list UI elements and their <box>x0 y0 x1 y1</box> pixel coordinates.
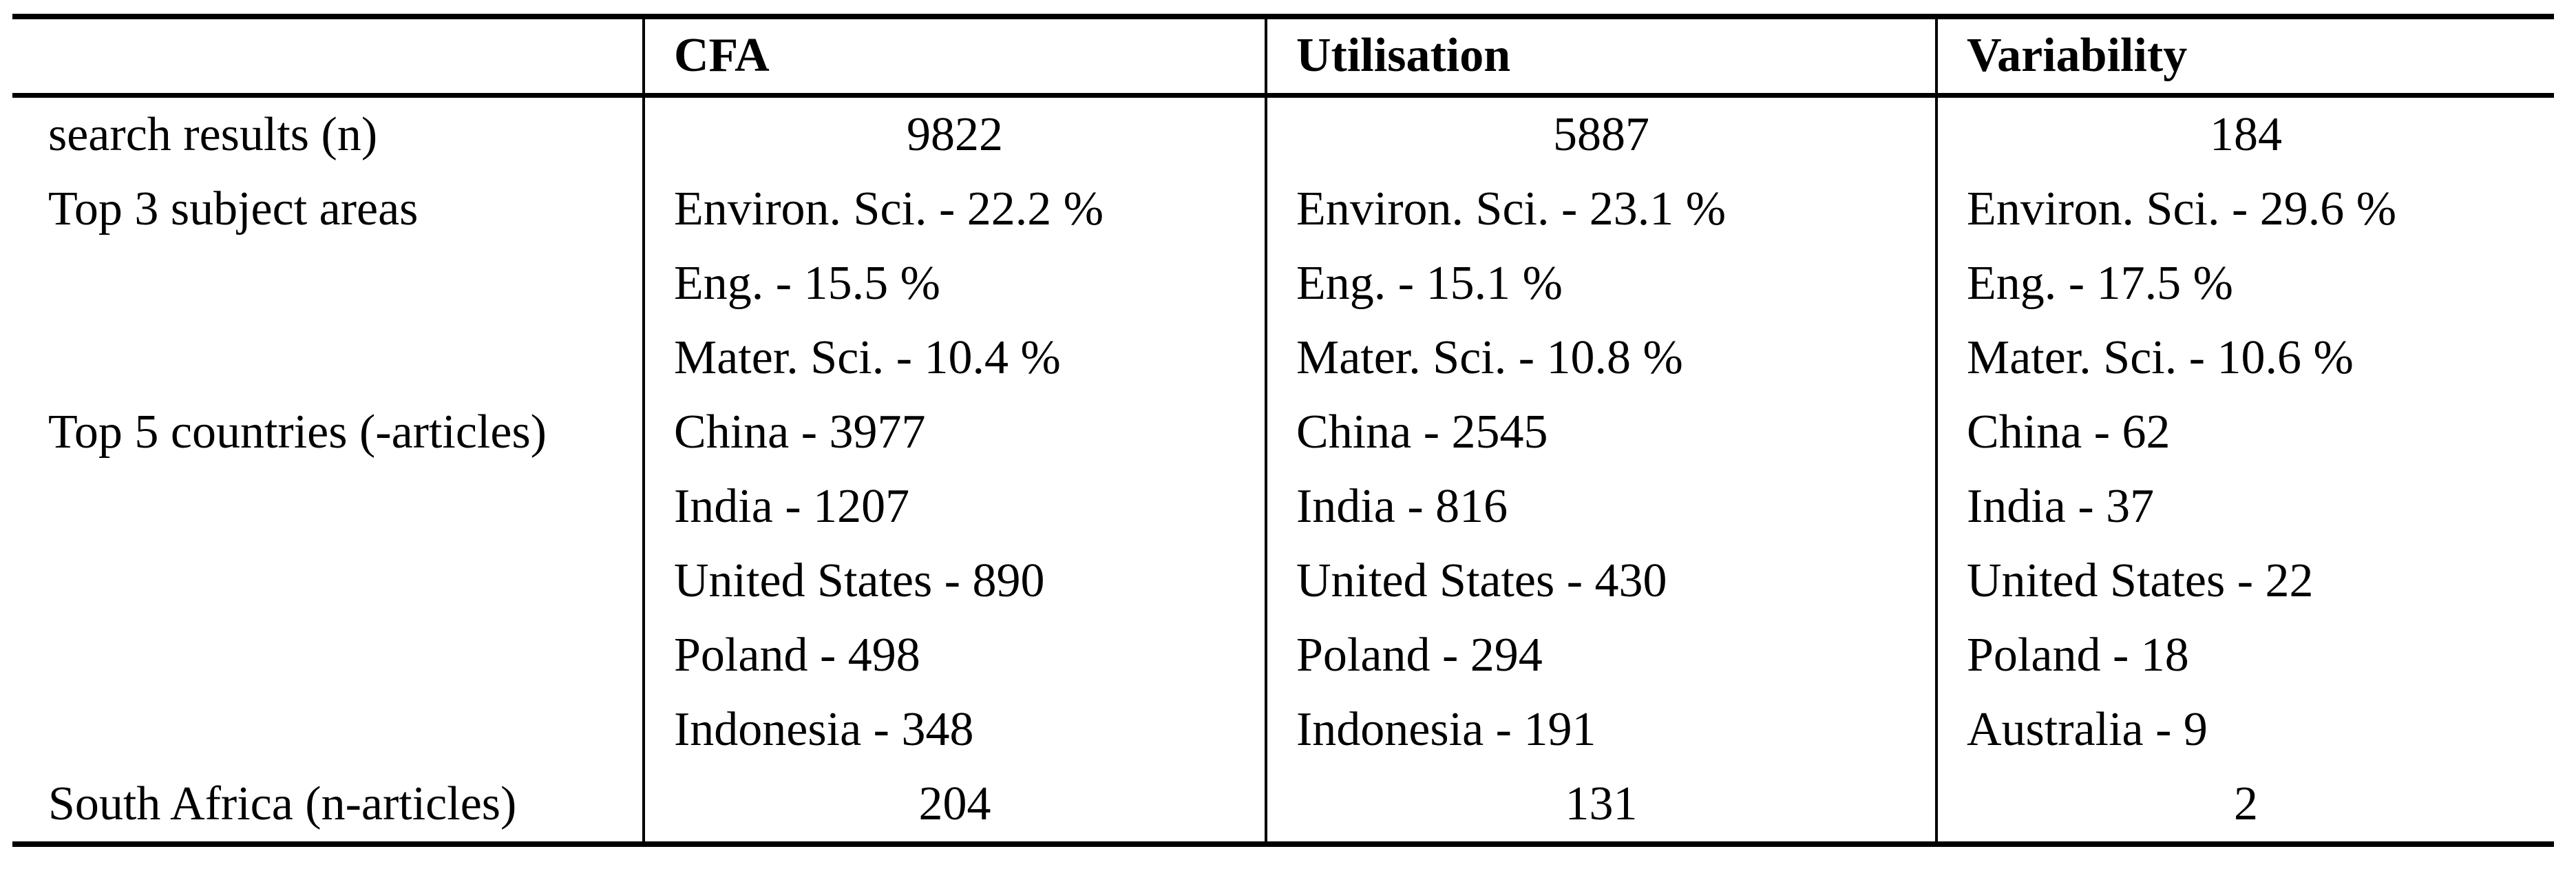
list-item: Indonesia - 191 <box>1296 702 1596 756</box>
list-item: Indonesia - 348 <box>674 702 974 756</box>
row-label-text: Top 3 subject areas <box>48 182 419 235</box>
cell-south-africa-utilisation: 131 <box>1265 766 1936 844</box>
list-item: China - 2545 <box>1296 405 1548 459</box>
cell-subject-areas-variability: Environ. Sci. - 29.6 % Eng. - 17.5 % Mat… <box>1935 171 2554 395</box>
header-row: CFA Utilisation Variability <box>12 17 2554 98</box>
list-item: Eng. - 15.5 % <box>674 256 940 310</box>
table-row-subject-areas: Top 3 subject areas Environ. Sci. - 22.2… <box>12 171 2554 395</box>
row-label-subject-areas: Top 3 subject areas <box>12 172 644 395</box>
cell-countries-cfa: China - 3977 India - 1207 United States … <box>642 395 1266 767</box>
cell-value: 9822 <box>907 107 1003 161</box>
cell-countries-variability: China - 62 India - 37 United States - 22… <box>1935 395 2554 767</box>
table-row-south-africa: South Africa (n-articles) 204 131 2 <box>12 766 2554 844</box>
list-item: India - 37 <box>1967 479 2155 533</box>
cell-search-results-utilisation: 5887 <box>1265 95 1936 172</box>
cell-search-results-cfa: 9822 <box>642 95 1266 172</box>
list-item: Mater. Sci. - 10.4 % <box>674 330 1061 384</box>
list-item: Eng. - 15.1 % <box>1296 256 1563 310</box>
list-item: Poland - 498 <box>674 628 920 682</box>
list-item: Environ. Sci. - 22.2 % <box>674 182 1104 235</box>
list-item: Environ. Sci. - 23.1 % <box>1296 182 1727 235</box>
cell-south-africa-variability: 2 <box>1935 766 2554 844</box>
list-item: Mater. Sci. - 10.8 % <box>1296 330 1683 384</box>
cell-value: 2 <box>2234 777 2258 830</box>
header-cfa: CFA <box>642 17 1266 98</box>
list-item: United States - 22 <box>1967 554 2314 607</box>
table-row-countries: Top 5 countries (-articles) China - 3977… <box>12 395 2554 767</box>
cell-countries-utilisation: China - 2545 India - 816 United States -… <box>1265 395 1936 767</box>
cell-south-africa-cfa: 204 <box>642 766 1266 844</box>
row-label-countries: Top 5 countries (-articles) <box>12 395 644 767</box>
cell-search-results-variability: 184 <box>1935 95 2554 172</box>
list-item: Environ. Sci. - 29.6 % <box>1967 182 2397 235</box>
list-item: Australia - 9 <box>1967 702 2208 756</box>
list-item: India - 816 <box>1296 479 1508 533</box>
list-item: United States - 890 <box>674 554 1045 607</box>
row-label-south-africa: South Africa (n-articles) <box>12 767 644 844</box>
cell-value: 5887 <box>1553 107 1649 161</box>
cell-subject-areas-utilisation: Environ. Sci. - 23.1 % Eng. - 15.1 % Mat… <box>1265 171 1936 395</box>
list-item: India - 1207 <box>674 479 910 533</box>
row-label-text: Top 5 countries (-articles) <box>48 405 547 459</box>
row-label-search-results: search results (n) <box>12 95 644 172</box>
table-row-search-results: search results (n) 9822 5887 184 <box>12 95 2554 172</box>
list-item: China - 3977 <box>674 405 926 459</box>
cell-value: 184 <box>2210 107 2282 161</box>
list-item: Eng. - 17.5 % <box>1967 256 2233 310</box>
list-item: Poland - 18 <box>1967 628 2189 682</box>
header-utilisation: Utilisation <box>1265 17 1936 98</box>
list-item: China - 62 <box>1967 405 2171 459</box>
list-item: Mater. Sci. - 10.6 % <box>1967 330 2354 384</box>
cell-value: 204 <box>918 777 991 830</box>
list-item: Poland - 294 <box>1296 628 1543 682</box>
cell-subject-areas-cfa: Environ. Sci. - 22.2 % Eng. - 15.5 % Mat… <box>642 171 1266 395</box>
header-variability: Variability <box>1935 17 2554 98</box>
row-label-text: South Africa (n-articles) <box>48 777 517 830</box>
cell-value: 131 <box>1565 777 1638 830</box>
list-item: United States - 430 <box>1296 554 1667 607</box>
header-empty-cell <box>12 17 644 98</box>
row-label-text: search results (n) <box>48 107 378 161</box>
results-table: CFA Utilisation Variability search resul… <box>12 14 2554 847</box>
